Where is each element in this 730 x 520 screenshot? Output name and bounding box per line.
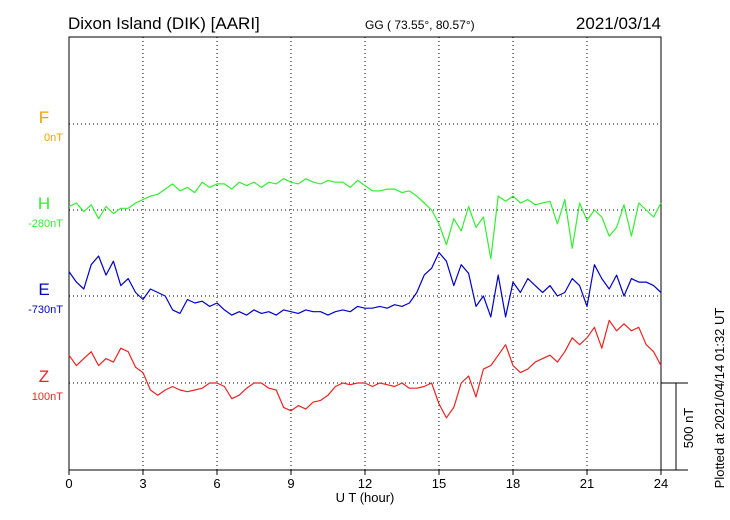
x-tick-label: 0	[65, 476, 72, 491]
series-lines	[68, 178, 662, 419]
channel-name-e: E	[38, 280, 49, 299]
x-tick-label: 12	[358, 476, 372, 491]
x-tick-label: 3	[139, 476, 146, 491]
x-tick-label: 24	[654, 476, 668, 491]
series-line-h	[68, 178, 662, 260]
scale-bar: 500 nT	[661, 382, 696, 471]
channel-labels: F 0nT H -280nT E -730nT Z 100nT	[28, 108, 63, 403]
x-axis-label: U T (hour)	[336, 490, 395, 505]
channel-baseline-e: -730nT	[28, 304, 63, 316]
channel-name-z: Z	[39, 367, 49, 386]
channel-baseline-z: 100nT	[32, 391, 63, 403]
x-tick-label: 15	[432, 476, 446, 491]
x-tick-labels: 0 3 6 9 12 15 18 21 24	[65, 470, 668, 491]
series-line-e	[68, 251, 662, 318]
scale-bar-label: 500 nT	[681, 408, 696, 449]
station-title: Dixon Island (DIK) [AARI]	[68, 14, 260, 33]
channel-baseline-f: 0nT	[44, 132, 63, 144]
channel-name-h: H	[38, 194, 50, 213]
channel-baseline-h: -280nT	[28, 218, 63, 230]
x-tick-label: 21	[580, 476, 594, 491]
plotted-timestamp: Plotted at 2021/04/14 01:32 UT	[712, 308, 727, 489]
x-tick-label: 18	[506, 476, 520, 491]
series-line-z	[68, 319, 662, 419]
x-tick-label: 9	[287, 476, 294, 491]
date-label: 2021/03/14	[576, 14, 661, 33]
channel-name-f: F	[39, 108, 49, 127]
grid	[69, 37, 661, 470]
coordinates-label: GG ( 73.55°, 80.57°)	[365, 18, 475, 32]
x-tick-label: 6	[213, 476, 220, 491]
